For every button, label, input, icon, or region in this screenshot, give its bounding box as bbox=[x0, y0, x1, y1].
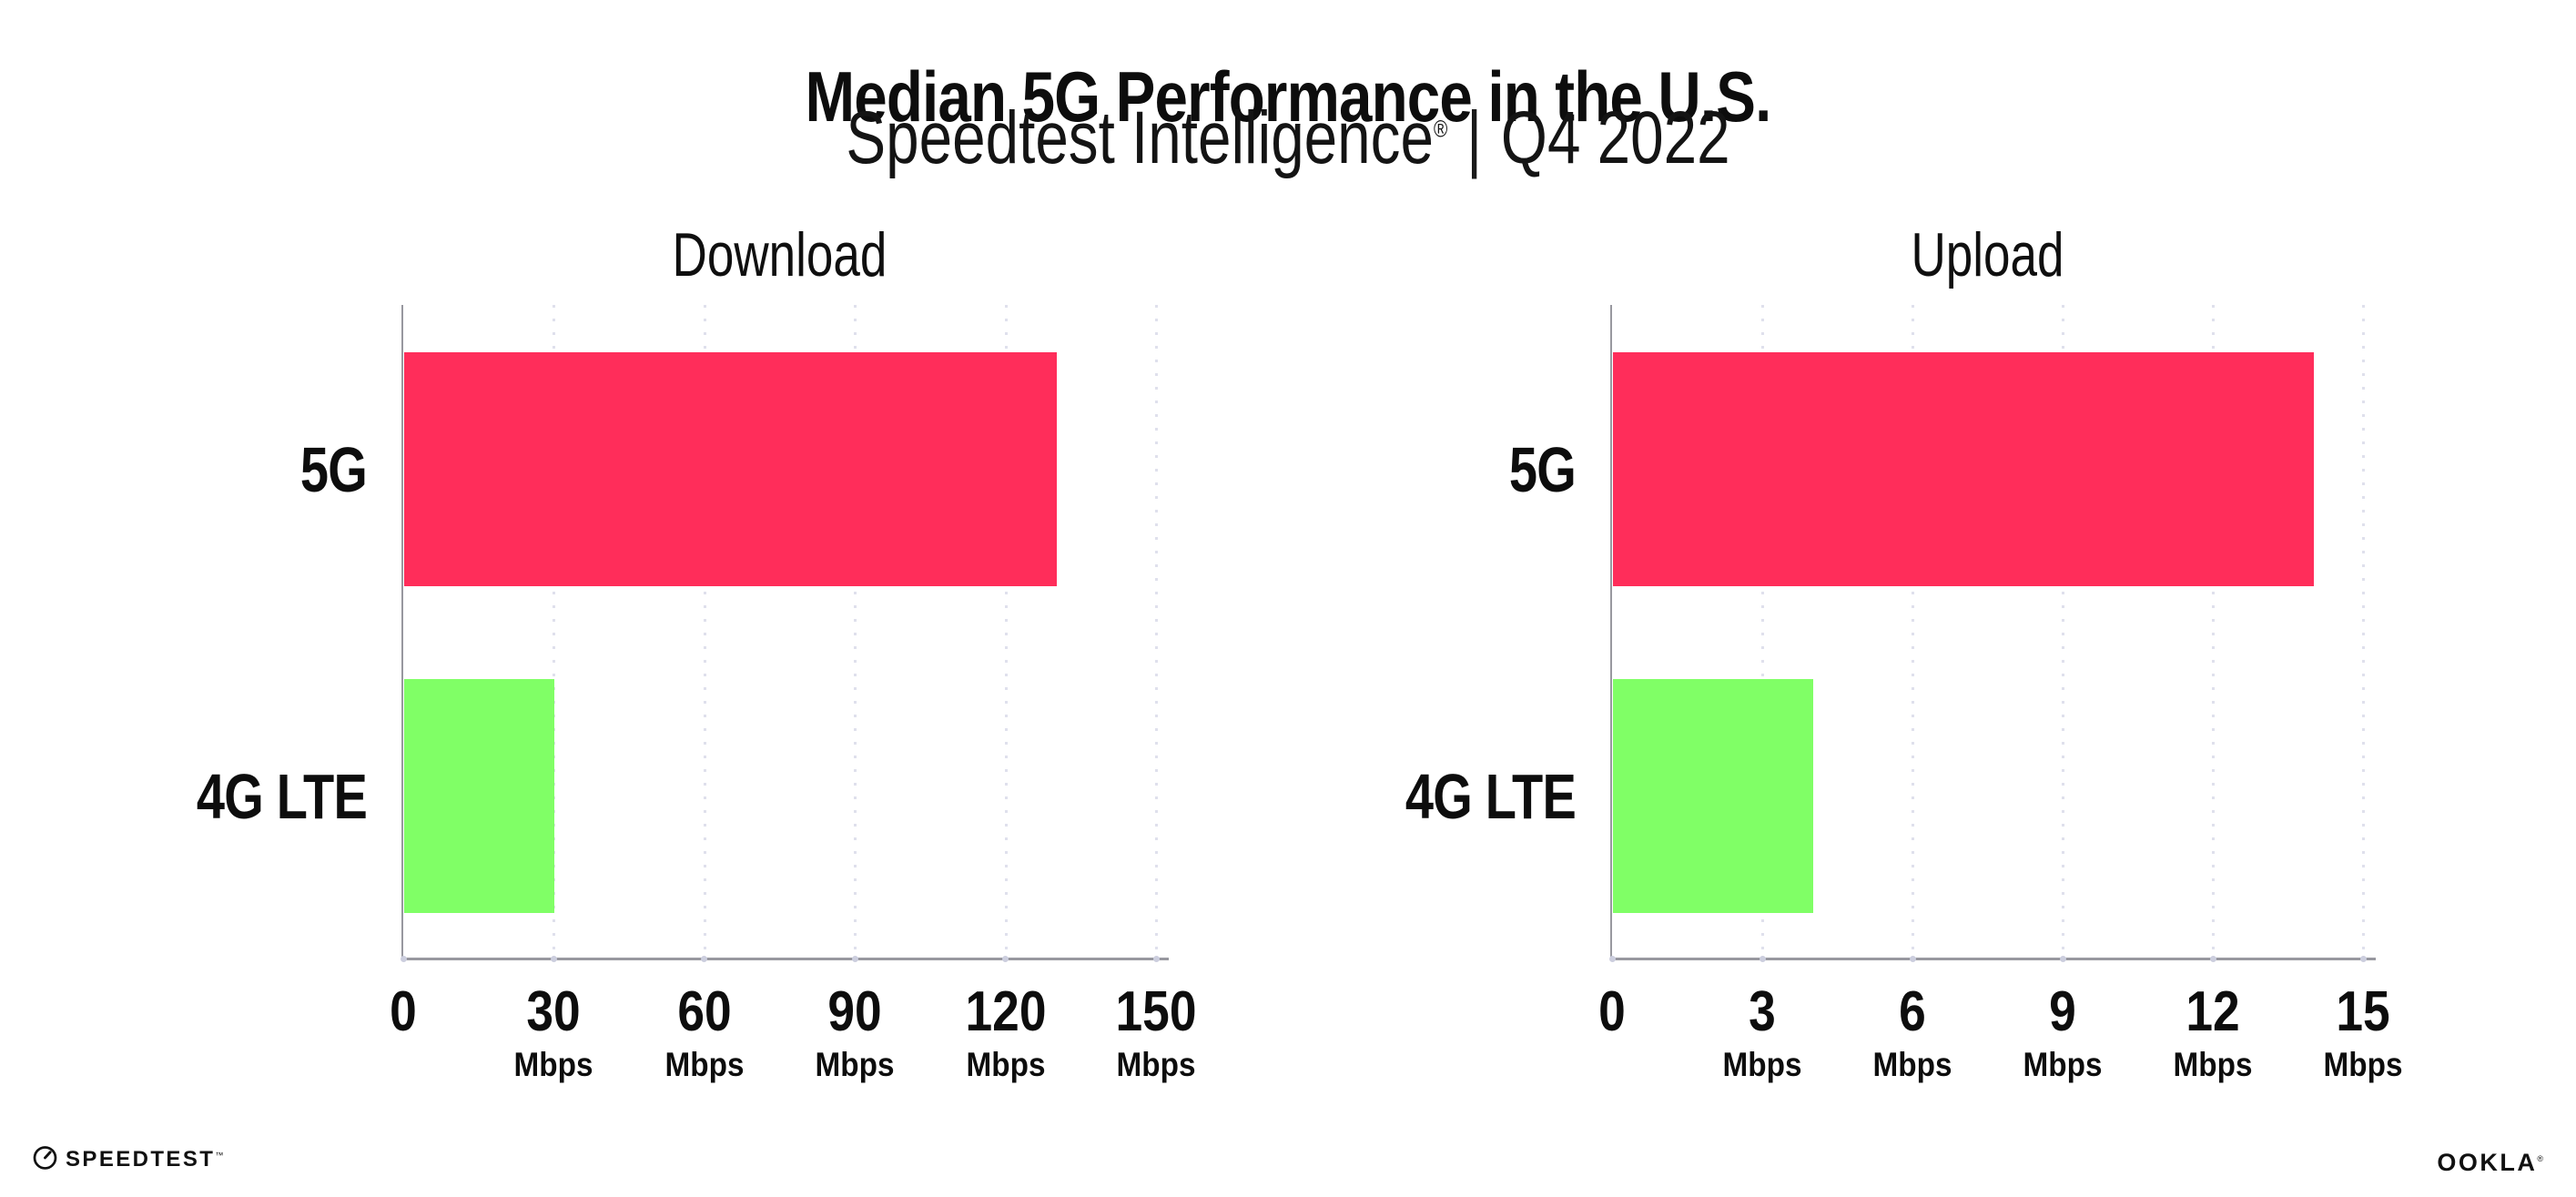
bar-4g-lte-upload bbox=[1613, 679, 1813, 913]
gridline bbox=[2362, 305, 2365, 958]
gridline bbox=[2062, 305, 2064, 958]
x-tick-label-download: 60 bbox=[677, 980, 732, 1043]
ookla-logo: OOKLA® bbox=[2437, 1149, 2543, 1176]
x-tick-label-download: 150 bbox=[1115, 980, 1197, 1043]
page-title: Median 5G Performance in the U.S. bbox=[805, 56, 1772, 137]
page-subtitle: Speedtest Intelligence® | Q4 2022 bbox=[258, 93, 2318, 184]
axis-tick-dot bbox=[1608, 956, 1616, 962]
subtitle-product: Speedtest Intelligence bbox=[846, 96, 1434, 179]
x-tick-label-upload: 0 bbox=[1598, 980, 1626, 1043]
x-tick-unit-download: Mbps bbox=[513, 1046, 593, 1083]
bar-5g-upload bbox=[1613, 352, 2314, 586]
subtitle-divider: | bbox=[1466, 96, 1483, 179]
axis-tick-dot bbox=[2359, 956, 2367, 962]
y-axis-upload bbox=[1610, 305, 1612, 959]
axis-tick-dot bbox=[400, 956, 407, 962]
x-axis-download bbox=[401, 958, 1169, 960]
axis-tick-dot bbox=[2209, 956, 2216, 962]
gridline bbox=[703, 305, 706, 958]
category-label-4g-lte-upload: 4G LTE bbox=[1405, 760, 1577, 832]
axis-tick-dot bbox=[550, 956, 557, 962]
trademark-mark: ™ bbox=[215, 1151, 224, 1160]
gridline bbox=[1155, 305, 1158, 958]
speedtest-logo: SPEEDTEST™ bbox=[33, 1141, 223, 1173]
bar-4g-lte-download bbox=[404, 679, 555, 913]
gridline bbox=[1761, 305, 1764, 958]
gridline bbox=[1004, 305, 1008, 958]
x-tick-unit-download: Mbps bbox=[664, 1046, 745, 1083]
x-tick-label-upload: 15 bbox=[2336, 980, 2390, 1043]
x-tick-unit-upload: Mbps bbox=[2173, 1046, 2253, 1083]
x-tick-unit-download: Mbps bbox=[1116, 1046, 1196, 1083]
x-tick-unit-upload: Mbps bbox=[1722, 1046, 1802, 1083]
x-tick-unit-upload: Mbps bbox=[2023, 1046, 2103, 1083]
category-label-5g-download: 5G bbox=[299, 433, 368, 505]
speedtest-wordmark: SPEEDTEST™ bbox=[66, 1147, 224, 1172]
speedtest-gauge-icon bbox=[33, 1145, 57, 1170]
axis-tick-dot bbox=[851, 956, 858, 962]
x-tick-label-upload: 9 bbox=[2049, 980, 2076, 1043]
axis-tick-dot bbox=[701, 956, 708, 962]
category-label-5g-upload: 5G bbox=[1508, 433, 1577, 505]
category-label-4g-lte-download: 4G LTE bbox=[196, 760, 368, 832]
axis-tick-dot bbox=[1152, 956, 1160, 962]
x-tick-label-upload: 12 bbox=[2186, 980, 2240, 1043]
gridline bbox=[854, 305, 857, 958]
axis-tick-dot bbox=[1759, 956, 1766, 962]
x-tick-label-download: 120 bbox=[965, 980, 1047, 1043]
x-tick-unit-upload: Mbps bbox=[1872, 1046, 1952, 1083]
x-tick-label-download: 90 bbox=[827, 980, 882, 1043]
gridline bbox=[1912, 305, 1914, 958]
x-tick-unit-download: Mbps bbox=[815, 1046, 895, 1083]
x-axis-upload bbox=[1610, 958, 2376, 960]
x-tick-label-download: 30 bbox=[526, 980, 582, 1043]
chart-title-download: Download bbox=[672, 220, 887, 289]
gridline bbox=[553, 305, 556, 958]
registered-mark: ® bbox=[1433, 115, 1448, 143]
axis-tick-dot bbox=[1909, 956, 1916, 962]
bar-5g-download bbox=[404, 352, 1057, 586]
ookla-registered-mark: ® bbox=[2537, 1154, 2543, 1163]
x-tick-unit-upload: Mbps bbox=[2323, 1046, 2403, 1083]
x-tick-label-upload: 6 bbox=[1899, 980, 1926, 1043]
x-tick-label-upload: 3 bbox=[1749, 980, 1776, 1043]
gridline bbox=[2212, 305, 2215, 958]
axis-tick-dot bbox=[1002, 956, 1009, 962]
x-tick-label-download: 0 bbox=[390, 980, 417, 1043]
axis-tick-dot bbox=[2059, 956, 2066, 962]
y-axis-download bbox=[401, 305, 403, 959]
subtitle-period: Q4 2022 bbox=[1500, 96, 1730, 179]
x-tick-unit-download: Mbps bbox=[966, 1046, 1046, 1083]
chart-title-upload: Upload bbox=[1911, 220, 2064, 289]
